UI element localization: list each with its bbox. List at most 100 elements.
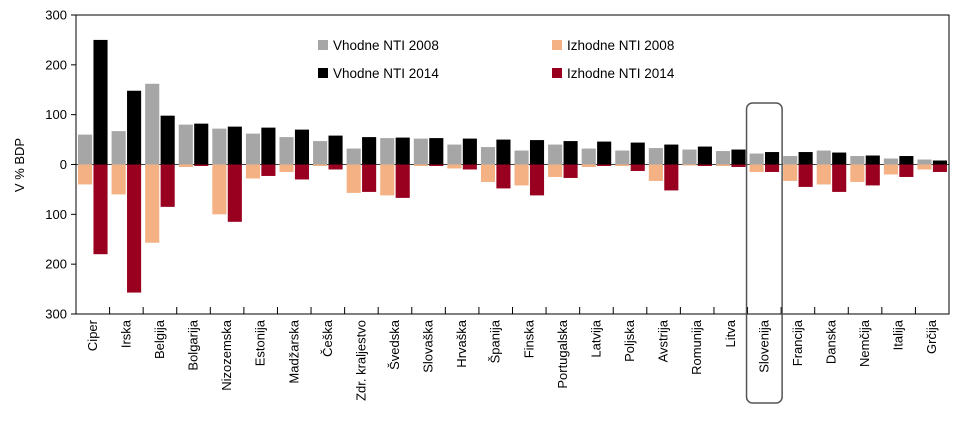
bar-izhodne-nti-2008-4 xyxy=(212,164,227,215)
x-tick-label: Finska xyxy=(521,319,536,358)
x-tick-label: Češka xyxy=(320,319,335,357)
bar-izhodne-nti-2014-10 xyxy=(429,164,444,166)
bar-izhodne-nti-2014-9 xyxy=(395,164,410,198)
bar-vhodne-nti-2008-12 xyxy=(480,147,496,165)
legend-swatch xyxy=(552,68,562,78)
bar-izhodne-nti-2014-12 xyxy=(496,164,511,189)
x-tick-label: Zdr. kraljestvo xyxy=(353,320,368,401)
bar-vhodne-nti-2008-22 xyxy=(816,150,831,165)
bar-izhodne-nti-2014-18 xyxy=(697,164,712,166)
x-axis-labels: Ciper Irska Belgija Bolgarija Nizozemska Esto… xyxy=(85,319,939,401)
x-tick-label: Avstrija xyxy=(656,319,671,362)
y-axis-label: V % BDP xyxy=(12,138,27,192)
x-tick-label: Litva xyxy=(723,319,738,347)
x-tick-label: Estonija xyxy=(253,319,268,366)
bar-izhodne-nti-2008-23 xyxy=(850,164,865,182)
bar-vhodne-nti-2008-7 xyxy=(313,141,328,165)
bar-vhodne-nti-2014-16 xyxy=(630,142,645,165)
bar-vhodne-nti-2014-15 xyxy=(597,141,612,165)
legend: Vhodne NTI 2008 Izhodne NTI 2008 Vhodne NT… xyxy=(318,38,675,81)
bar-vhodne-nti-2014-25 xyxy=(932,160,947,165)
bar-vhodne-nti-2008-5 xyxy=(245,133,261,165)
bar-izhodne-nti-2008-20 xyxy=(749,164,764,172)
bar-izhodne-nti-2014-14 xyxy=(563,164,578,178)
y-tick-label: 300 xyxy=(45,8,67,23)
x-tick-label: Francija xyxy=(790,319,805,366)
legend-label: Vhodne NTI 2008 xyxy=(333,38,439,53)
legend-swatch xyxy=(318,40,328,50)
slovenija-highlight-box xyxy=(745,102,783,404)
x-tick-label: Nizozemska xyxy=(219,319,234,391)
bar-vhodne-nti-2008-3 xyxy=(178,124,193,165)
bar-vhodne-nti-2008-20 xyxy=(749,153,764,165)
bar-izhodne-nti-2008-16 xyxy=(615,164,630,166)
bar-vhodne-nti-2014-20 xyxy=(764,152,780,165)
bar-izhodne-nti-2014-6 xyxy=(294,164,310,180)
bar-vhodne-nti-2008-9 xyxy=(380,138,395,165)
x-tick-label: Madžarska xyxy=(286,319,301,383)
bar-izhodne-nti-2014-21 xyxy=(798,164,813,187)
bar-vhodne-nti-2008-8 xyxy=(346,148,361,165)
bar-izhodne-nti-2008-15 xyxy=(581,164,596,167)
x-tick-label: Belgija xyxy=(152,319,167,359)
bar-vhodne-nti-2014-18 xyxy=(697,146,712,165)
bar-vhodne-nti-2008-25 xyxy=(917,159,932,165)
bar-vhodne-nti-2014-5 xyxy=(261,127,276,165)
bar-vhodne-nti-2014-8 xyxy=(362,137,377,165)
bar-izhodne-nti-2008-7 xyxy=(313,164,328,166)
legend-label: Izhodne NTI 2008 xyxy=(567,38,674,53)
bar-vhodne-nti-2008-13 xyxy=(514,150,529,165)
bar-vhodne-nti-2008-19 xyxy=(715,151,731,165)
bar-izhodne-nti-2014-1 xyxy=(127,164,142,293)
y-tick-label: 300 xyxy=(45,307,67,322)
legend-swatch xyxy=(552,40,562,50)
bar-vhodne-nti-2014-1 xyxy=(127,90,142,165)
bar-vhodne-nti-2008-21 xyxy=(783,156,798,165)
bar-izhodne-nti-2008-11 xyxy=(447,164,462,169)
bar-vhodne-nti-2014-0 xyxy=(93,39,108,165)
bar-vhodne-nti-2008-10 xyxy=(413,138,428,165)
bar-vhodne-nti-2008-18 xyxy=(682,149,697,165)
x-tick-label: Slovenija xyxy=(756,319,771,373)
legend-swatch xyxy=(318,68,328,78)
bar-izhodne-nti-2014-24 xyxy=(899,164,914,177)
bar-izhodne-nti-2008-12 xyxy=(480,164,496,182)
bar-izhodne-nti-2014-16 xyxy=(630,164,645,171)
bar-vhodne-nti-2014-13 xyxy=(529,140,545,165)
bar-vhodne-nti-2014-17 xyxy=(664,144,679,165)
bar-izhodne-nti-2008-8 xyxy=(346,164,361,193)
bar-izhodne-nti-2008-22 xyxy=(816,164,831,185)
bar-izhodne-nti-2008-18 xyxy=(682,164,697,166)
x-tick-label: Portugalska xyxy=(555,319,570,388)
bars xyxy=(78,39,947,293)
x-tick-label: Poljska xyxy=(622,319,637,362)
x-tick-label: Španija xyxy=(488,319,503,363)
x-tick-label: Slovaška xyxy=(421,319,436,373)
bar-vhodne-nti-2008-14 xyxy=(548,144,563,165)
bar-izhodne-nti-2008-19 xyxy=(715,164,731,166)
bar-vhodne-nti-2014-12 xyxy=(496,139,511,165)
x-tick-label: Švedska xyxy=(387,319,402,370)
bar-izhodne-nti-2008-6 xyxy=(279,164,294,172)
y-tick-label: 100 xyxy=(45,107,67,122)
bar-vhodne-nti-2008-2 xyxy=(145,83,160,165)
bar-izhodne-nti-2014-22 xyxy=(832,164,847,192)
bar-izhodne-nti-2008-5 xyxy=(245,164,261,179)
bar-izhodne-nti-2008-21 xyxy=(783,164,798,181)
bar-vhodne-nti-2014-19 xyxy=(731,149,746,165)
bar-vhodne-nti-2008-1 xyxy=(111,131,126,165)
bar-izhodne-nti-2008-9 xyxy=(380,164,395,196)
bar-izhodne-nti-2008-1 xyxy=(111,164,126,195)
legend-label: Izhodne NTI 2014 xyxy=(567,66,675,81)
bar-vhodne-nti-2014-11 xyxy=(462,138,477,165)
y-tick-label: 200 xyxy=(45,57,67,72)
bar-izhodne-nti-2014-0 xyxy=(93,164,108,255)
bar-vhodne-nti-2008-11 xyxy=(447,144,462,165)
bar-vhodne-nti-2014-2 xyxy=(160,115,175,165)
bar-vhodne-nti-2008-23 xyxy=(850,156,865,165)
bar-izhodne-nti-2014-3 xyxy=(194,164,209,166)
x-tick-label: Nemčija xyxy=(857,319,872,367)
bar-vhodne-nti-2014-23 xyxy=(865,155,880,165)
x-tick-label: Hrvaška xyxy=(454,319,469,367)
